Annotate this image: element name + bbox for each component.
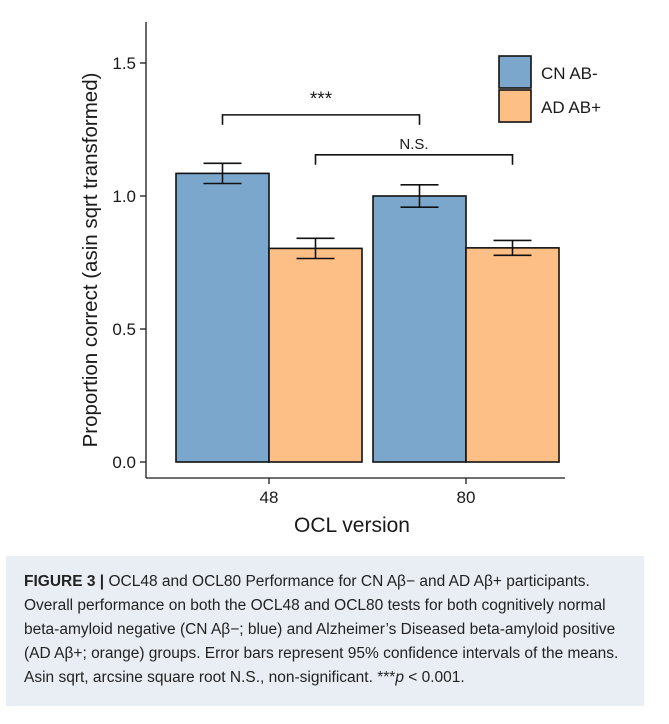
y-tick-label: 1.5: [112, 54, 136, 73]
legend-label: AD AB+: [541, 98, 601, 117]
y-ticks: 0.0 0.5 1.0 1.5: [112, 54, 146, 472]
x-axis-label: OCL version: [294, 514, 410, 537]
bars: [176, 173, 559, 462]
y-tick-label: 1.0: [112, 187, 136, 206]
significance-annotations: *** N.S.: [223, 89, 513, 165]
caption-label: FIGURE 3 |: [24, 573, 104, 590]
y-tick-label: 0.0: [112, 453, 136, 472]
bar-ad-ab--48: [269, 248, 362, 462]
legend-swatch: [499, 90, 531, 122]
bar-cn-ab--48: [176, 173, 269, 462]
bar-cn-ab--80: [373, 196, 466, 462]
figure-caption: FIGURE 3 | OCL48 and OCL80 Performance f…: [6, 556, 644, 706]
bar-ad-ab--80: [466, 248, 559, 462]
bar-chart: 0.0 0.5 1.0 1.5 48 80 *** N.S. CN AB- AD AB+ P…: [0, 0, 669, 556]
legend-swatch: [499, 56, 531, 88]
significance-label: N.S.: [399, 136, 428, 153]
y-tick-label: 0.5: [112, 320, 136, 339]
legend: CN AB- AD AB+: [499, 56, 601, 122]
significance-bracket: N.S.: [316, 136, 513, 165]
legend-label: CN AB-: [541, 64, 598, 83]
significance-bracket: ***: [223, 89, 420, 125]
y-axis-label: Proportion correct (asin sqrt transforme…: [79, 73, 102, 448]
x-tick-label: 48: [260, 488, 279, 507]
significance-label: ***: [310, 89, 333, 110]
x-tick-label: 80: [457, 488, 476, 507]
caption-p-symbol: p: [395, 669, 404, 686]
x-ticks: 48 80: [260, 478, 476, 507]
caption-text: OCL48 and OCL80 Performance for CN Aβ− a…: [24, 573, 618, 686]
caption-p-text: < 0.001.: [404, 669, 465, 686]
